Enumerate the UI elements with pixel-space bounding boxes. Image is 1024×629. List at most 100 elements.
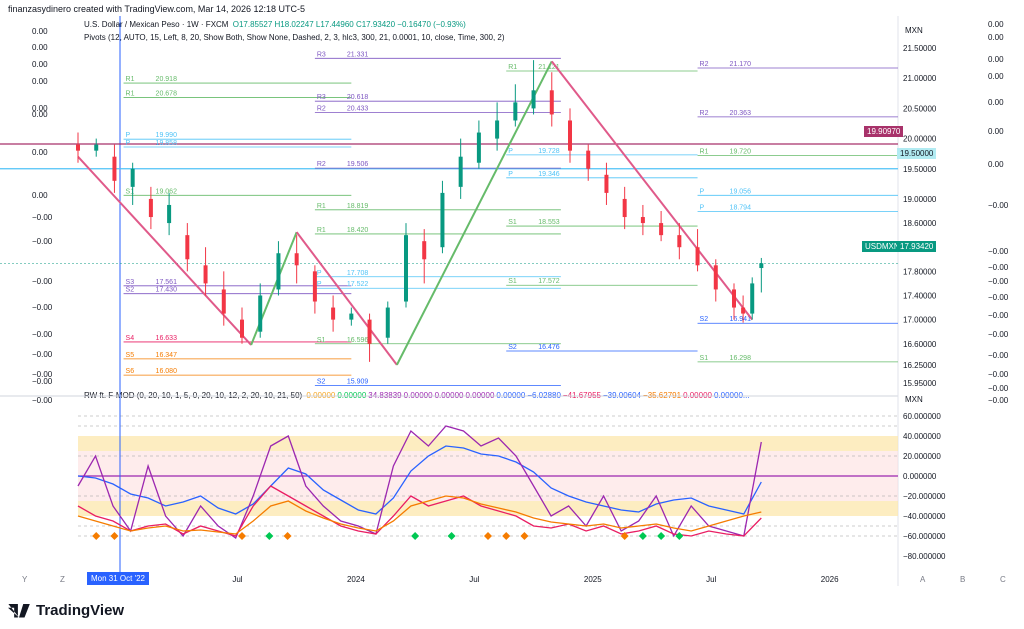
candle-body [130, 168, 135, 187]
price-tick-label: 19.00000 [903, 195, 937, 204]
candle-body [732, 289, 736, 308]
pivot-level-label: S2 [700, 316, 709, 323]
pivot-level-label: R1 [126, 76, 135, 83]
right-value: −0.00 [988, 201, 1009, 210]
candle-body [741, 307, 746, 314]
osc-series-line [77, 495, 762, 535]
candle-body [513, 102, 518, 121]
pivot-level-label: R1 [700, 148, 709, 155]
price-tick-label: 16.25000 [903, 361, 937, 370]
candle-body [240, 319, 244, 338]
right-value: 0.00 [988, 98, 1004, 107]
level-badge-1: 19.90970 [864, 126, 904, 137]
pivot-level-label: R2 [700, 110, 709, 117]
candle-body [695, 247, 700, 266]
pivot-level-value: 19.506 [347, 161, 369, 168]
candle-body [422, 241, 427, 260]
pivot-level-label: R2 [317, 106, 326, 113]
price-chart[interactable]: R3 21.331 R1 20.918 R1 20.678 R3 20.618 R2 20.433… [0, 16, 1024, 586]
candle-body [476, 132, 481, 163]
zigzag-segment [295, 231, 398, 366]
price-tick-label: 17.00000 [903, 316, 937, 325]
candle-body [440, 192, 445, 248]
crosshair-date-chip: Mon 31 Oct '22 [87, 572, 149, 585]
pivot-level-label: S1 [317, 337, 326, 344]
pivot-level-value: 16.080 [156, 368, 178, 375]
left-value: 0.00 [32, 110, 48, 119]
left-value: 0.00 [32, 60, 48, 69]
osc-currency-label: MXN [905, 395, 923, 404]
candle-body [367, 319, 372, 344]
right-value: 0.00 [988, 127, 1004, 136]
pivot-level-value: 16.596 [347, 337, 369, 344]
time-tick-label: 2024 [347, 575, 365, 584]
pivot-level-value: 17.708 [347, 270, 369, 277]
price-tick-label: 15.95000 [903, 379, 937, 388]
signal-diamond [638, 532, 647, 540]
pivot-level-label: S1 [508, 219, 517, 226]
symbol-legend[interactable]: U.S. Dollar / Mexican Peso · 1W · FXCM O… [84, 20, 468, 29]
pivot-level-value: 16.298 [730, 355, 752, 362]
candle-body [586, 150, 591, 169]
pivot-level-label: S6 [126, 368, 135, 375]
currency-label: MXN [905, 26, 923, 35]
right-value: 0.00 [988, 55, 1004, 64]
axis-letter: A [920, 575, 926, 584]
right-value: −0.00 [988, 396, 1009, 405]
signal-diamond [520, 532, 529, 540]
pivot-level-value: 19.858 [156, 140, 178, 147]
pivot-level-label: R3 [317, 94, 326, 101]
pivot-level-value: 20.678 [156, 91, 178, 98]
left-value: −0.00 [32, 370, 53, 379]
pivot-level-value: 15.909 [347, 378, 369, 385]
osc-tick-label: 40.000000 [903, 432, 941, 441]
pivot-level-value: 19.990 [156, 132, 178, 139]
zigzag-segment [250, 231, 298, 346]
pivot-level-value: 16.633 [156, 335, 178, 342]
pivot-level-label: R2 [700, 61, 709, 68]
pivot-level-label: S1 [700, 355, 709, 362]
right-value: 0.00 [988, 33, 1004, 42]
pivot-level-label: S4 [126, 335, 135, 342]
price-tick-label: 20.00000 [903, 135, 937, 144]
symbol-title: U.S. Dollar / Mexican Peso · 1W · FXCM [84, 20, 229, 29]
pivots-settings: Pivots (12, AUTO, 15, Left, 8, 20, Show … [84, 33, 505, 42]
candle-body [549, 90, 554, 115]
pivot-level-value: 18.420 [347, 227, 369, 234]
right-value: −0.00 [988, 277, 1009, 286]
signal-diamond [675, 532, 684, 540]
candle-body [404, 235, 408, 302]
osc-series-line [77, 425, 762, 539]
candle-body [750, 283, 755, 314]
pivot-level-value: 16.347 [156, 352, 178, 359]
candle-body [568, 120, 572, 151]
pivot-level-label: R2 [317, 161, 326, 168]
pivot-level-value: 20.618 [347, 94, 369, 101]
symbol-badge: USDMXN [862, 241, 903, 252]
pivot-level-label: S3 [126, 279, 135, 286]
brand-name: TradingView [36, 602, 125, 619]
axis-letter: B [960, 575, 965, 584]
right-value: −0.00 [988, 293, 1009, 302]
candle-body [331, 307, 336, 320]
osc-tick-label: −60.000000 [903, 532, 946, 541]
pivot-level-label: R1 [508, 64, 517, 71]
right-value: 0.00 [988, 20, 1004, 29]
price-tick-label: 21.50000 [903, 44, 937, 53]
signal-diamond [502, 532, 511, 540]
pivot-level-label: P [508, 148, 513, 155]
pivot-level-label: S2 [508, 344, 517, 351]
pivot-level-value: 16.476 [538, 344, 560, 351]
pivots-legend[interactable]: Pivots (12, AUTO, 15, Left, 8, 20, Show … [84, 33, 507, 42]
left-value: 0.00 [32, 104, 48, 113]
right-value: 0.00 [988, 160, 1004, 169]
signal-diamond [484, 532, 492, 540]
pivot-level-label: S1 [126, 188, 135, 195]
candle-body [148, 198, 153, 218]
left-value: −0.00 [32, 396, 53, 405]
pivot-level-value: 17.430 [156, 287, 178, 294]
pivot-level-value: 19.728 [538, 148, 560, 155]
pivot-level-value: 18.819 [347, 203, 369, 210]
right-value: −0.00 [988, 351, 1009, 360]
pivot-level-value: 19.056 [730, 188, 752, 195]
